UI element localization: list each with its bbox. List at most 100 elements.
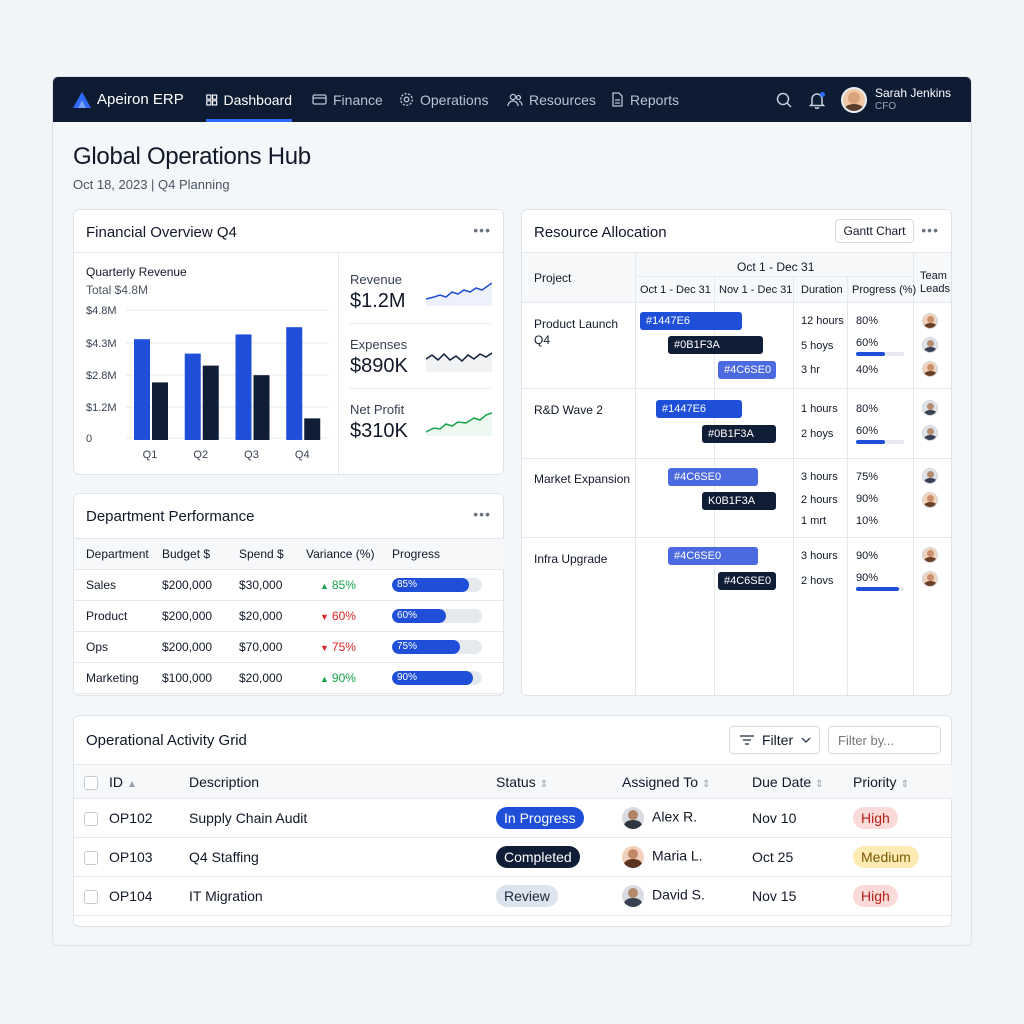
col-header-priority[interactable]: Priority ⇕ <box>853 764 952 799</box>
dept-spend: $20,000 <box>239 662 306 694</box>
card-title: Financial Overview Q4 <box>86 224 237 241</box>
gantt-bar[interactable]: #0B1F3A <box>668 336 763 354</box>
metric-value-expenses: $890K <box>350 355 408 377</box>
nav-dashboard[interactable]: Dashboard <box>206 77 292 122</box>
table-row[interactable]: OP104 IT Migration Review David S. Nov 15 Hig… <box>74 876 952 916</box>
nav-finance[interactable]: Finance <box>312 77 383 122</box>
sort-icon: ⇕ <box>900 778 909 790</box>
task-progress: 40% <box>856 364 879 376</box>
row-checkbox[interactable] <box>84 851 98 866</box>
user-menu[interactable]: Sarah Jenkins CFO <box>841 86 951 114</box>
search-icon[interactable] <box>775 91 793 109</box>
gantt-bar[interactable]: #4C6SE0 <box>718 572 776 590</box>
bar-q4-series-1[interactable] <box>286 327 303 440</box>
revenue-sparkline <box>426 282 492 306</box>
avatar <box>622 807 644 829</box>
col-header-status[interactable]: Status ⇕ <box>496 764 622 799</box>
bar-q4-series-2[interactable] <box>304 418 321 440</box>
more-options-icon[interactable]: ••• <box>473 506 491 522</box>
table-row[interactable]: Sales $200,000 $30,000 ▲ 85% 85% <box>74 569 504 601</box>
team-lead-avatar[interactable] <box>922 361 938 377</box>
more-options-icon[interactable]: ••• <box>473 222 491 238</box>
gantt-bar[interactable]: #1447E6 <box>640 312 742 330</box>
table-row[interactable]: Product $200,000 $20,000 ▼ 60% 60% <box>74 600 504 632</box>
nav-resources[interactable]: Resources <box>507 77 596 122</box>
col-header-label: Status <box>496 773 536 790</box>
select-all-checkbox[interactable] <box>84 775 98 790</box>
status-badge[interactable]: Completed <box>496 846 580 868</box>
gantt-bar[interactable]: #4C6SE0 <box>668 547 758 565</box>
x-tick-label: Q3 <box>244 449 259 461</box>
project-name[interactable]: Infra Upgrade <box>534 552 608 566</box>
nav-operations[interactable]: Operations <box>399 77 488 122</box>
task-duration: 3 hours <box>801 550 838 562</box>
team-lead-avatar[interactable] <box>922 571 938 587</box>
table-row[interactable]: OP102 Supply Chain Audit In Progress Alex R… <box>74 798 952 838</box>
col-header-assigned[interactable]: Assigned To ⇕ <box>622 764 752 799</box>
filter-input[interactable] <box>828 726 941 754</box>
variance-value: 90% <box>331 671 356 685</box>
gantt-bar[interactable]: #1447E6 <box>656 400 742 418</box>
brand-logo[interactable]: Apeiron ERP <box>73 91 184 108</box>
dept-variance: ▲ 85% <box>306 569 392 601</box>
nav-reports[interactable]: Reports <box>611 77 679 122</box>
gantt-bar[interactable]: #0B1F3A <box>702 425 776 443</box>
col-header[interactable]: Variance (%) <box>306 538 392 570</box>
progress-fill: 60% <box>392 609 446 623</box>
col-header-range: Oct 1 - Dec 31 <box>737 260 815 274</box>
project-name[interactable]: Product Launch Q4 <box>534 317 619 347</box>
table-row[interactable]: Ops $200,000 $70,000 ▼ 75% 75% <box>74 631 504 663</box>
team-lead-avatar[interactable] <box>922 425 938 441</box>
progress-fill: 75% <box>392 640 460 654</box>
gantt-bar[interactable]: K0B1F3A <box>702 492 776 510</box>
table-row[interactable]: OP103 Q4 Staffing Completed Maria L. Oct 25 M… <box>74 837 952 877</box>
nav-reports-label: Reports <box>630 91 680 108</box>
status-badge[interactable]: Review <box>496 885 558 907</box>
row-checkbox[interactable] <box>84 890 98 905</box>
col-header-leads: Team Leads <box>920 270 950 295</box>
project-name[interactable]: R&D Wave 2 <box>534 403 603 417</box>
project-name[interactable]: Market Expansion <box>534 472 631 486</box>
team-lead-avatar[interactable] <box>922 492 938 508</box>
col-header[interactable]: Budget $ <box>162 538 239 570</box>
col-header[interactable]: Progress <box>392 538 504 570</box>
bar-q2-series-1[interactable] <box>184 353 201 440</box>
bar-q2-series-2[interactable] <box>202 365 219 440</box>
bar-q1-series-2[interactable] <box>152 382 168 440</box>
grid-icon <box>206 93 218 106</box>
row-checkbox[interactable] <box>84 812 98 827</box>
team-lead-avatar[interactable] <box>922 313 938 329</box>
y-tick-label: $1.2M <box>86 402 117 414</box>
gantt-chart-button[interactable]: Gantt Chart <box>835 219 914 243</box>
progress-fill: 85% <box>392 578 469 592</box>
gantt-bar[interactable]: #4C6SE0 <box>668 468 758 486</box>
filter-button[interactable]: Filter <box>729 726 820 754</box>
team-lead-avatar[interactable] <box>922 547 938 563</box>
y-tick-label: $4.3M <box>86 338 117 350</box>
more-options-icon[interactable]: ••• <box>921 222 939 238</box>
team-lead-avatar[interactable] <box>922 468 938 484</box>
col-header-due[interactable]: Due Date ⇕ <box>752 764 853 799</box>
bar-q3-series-1[interactable] <box>235 334 252 440</box>
y-tick-label: 0 <box>86 433 92 445</box>
team-lead-avatar[interactable] <box>922 337 938 353</box>
bell-icon[interactable] <box>808 91 826 109</box>
col-header[interactable]: Spend $ <box>239 538 306 570</box>
chevron-down-icon <box>801 737 811 743</box>
col-header-description[interactable]: Description <box>189 764 496 799</box>
task-duration: 2 hoys <box>801 428 834 440</box>
col-header-id[interactable]: ID ▲ <box>109 764 189 799</box>
table-row[interactable]: Marketing $100,000 $20,000 ▲ 90% 90% <box>74 662 504 694</box>
bar-q1-series-1[interactable] <box>134 339 150 440</box>
progress-bar: 60% <box>392 609 482 623</box>
gantt-bar[interactable]: #4C6SE0 <box>718 361 776 379</box>
task-progress: 90% <box>856 550 879 562</box>
col-header[interactable]: Department <box>74 538 162 570</box>
table-header-row: ID ▲ Description Status ⇕ Assigned To ⇕ Due… <box>74 764 952 799</box>
status-badge[interactable]: In Progress <box>496 807 584 829</box>
nav-resources-label: Resources <box>529 91 596 108</box>
variance-value: 85% <box>331 578 356 592</box>
team-lead-avatar[interactable] <box>922 400 938 416</box>
dept-budget: $100,000 <box>162 662 239 694</box>
bar-q3-series-2[interactable] <box>253 375 270 440</box>
